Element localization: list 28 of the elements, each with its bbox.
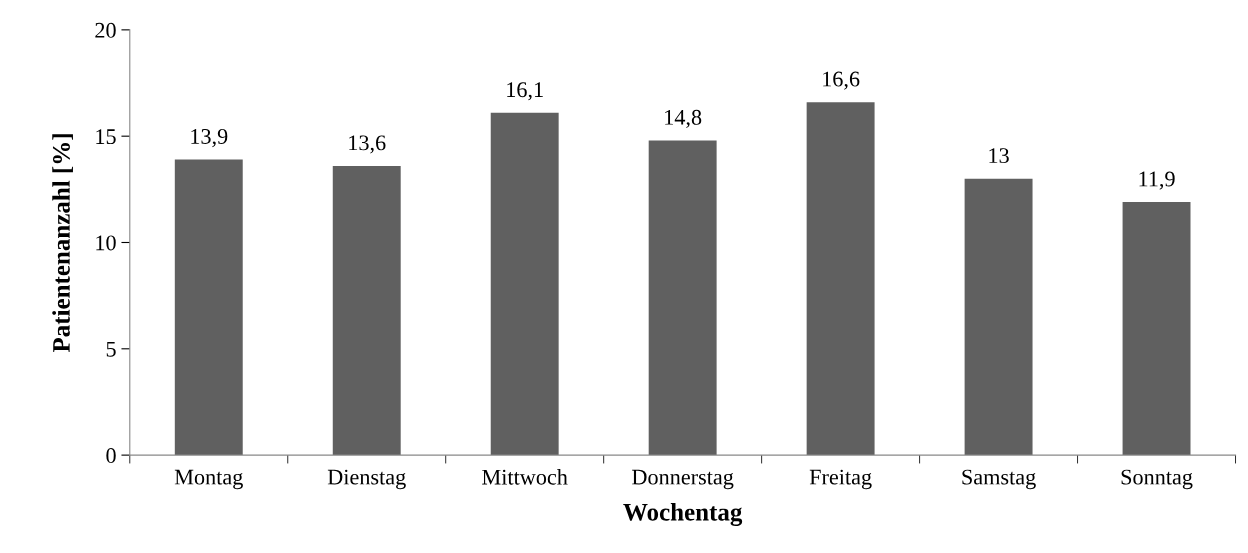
bar (490, 112, 559, 456)
data-label: 16,1 (507, 82, 543, 101)
data-label: 13 (989, 148, 1009, 164)
bar (174, 159, 243, 456)
y-tick-label: 15 (96, 129, 116, 145)
y-tick-label: 10 (96, 235, 116, 251)
x-tick-label: Montag (174, 469, 243, 490)
data-label: 16,6 (823, 71, 860, 90)
y-tick-label: 20 (95, 22, 116, 38)
bar (648, 140, 717, 456)
bar (1122, 202, 1191, 456)
bar (332, 165, 401, 456)
x-tick-label: Sonntag (1121, 469, 1193, 490)
bar (964, 178, 1033, 456)
x-axis-title: Wochentag (623, 503, 743, 526)
x-tick-label: Mittwoch (482, 469, 568, 485)
data-label: 13,9 (191, 129, 228, 148)
x-tick-label: Donnerstag (632, 469, 734, 490)
data-label: 13,6 (349, 135, 386, 154)
y-tick-label: 0 (106, 448, 116, 464)
bar (806, 102, 875, 456)
data-label: 14,8 (665, 109, 702, 128)
x-tick-label: Freitag (809, 469, 872, 490)
x-tick-label: Dienstag (327, 469, 406, 490)
x-tick-label: Samstag (962, 469, 1036, 490)
y-tick-label: 5 (106, 341, 116, 357)
data-label: 11,9 (1139, 171, 1175, 190)
y-axis-title: Patientenanzahl [%] (52, 134, 73, 353)
